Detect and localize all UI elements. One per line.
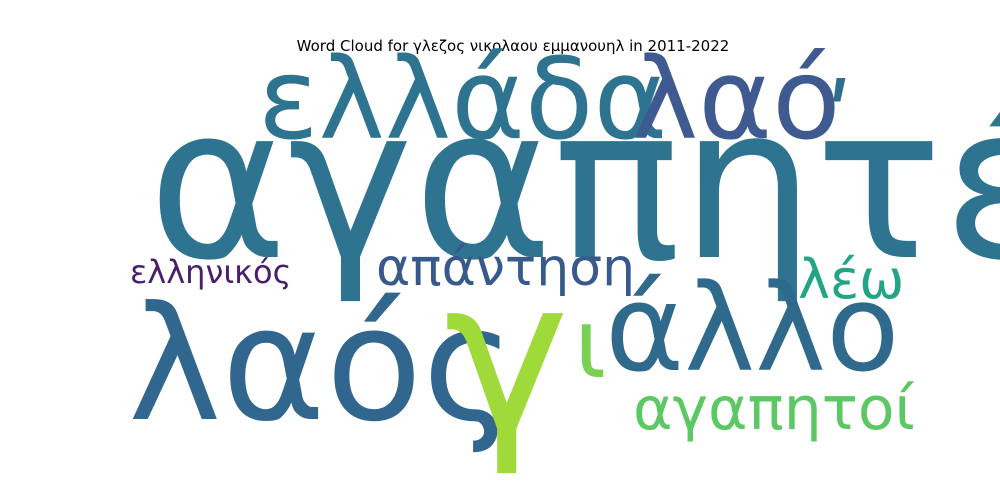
word-ellada: ελλάδα xyxy=(258,35,668,165)
chart-title: Word Cloud for γλεζος νικολαου εμμανουηλ… xyxy=(296,37,730,55)
word-iota: ι xyxy=(574,288,607,400)
word-leo: λέω xyxy=(798,248,905,311)
word-apantisi: απάντηση xyxy=(376,238,636,298)
word-lao: λαό xyxy=(632,35,841,165)
word-ellinikos: ελληνικός xyxy=(130,253,292,291)
word-agapitoi: αγαπητοί xyxy=(633,374,915,444)
word-laos: λαός xyxy=(128,273,516,457)
word-allo: άλλο xyxy=(605,260,900,399)
word-agapite: αγαπητέ xyxy=(148,60,1000,307)
word-gamma: γ xyxy=(444,232,570,479)
word-accent-mark: ʹ xyxy=(826,66,853,178)
